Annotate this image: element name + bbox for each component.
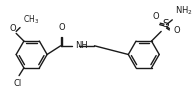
- Text: NH: NH: [75, 41, 88, 50]
- Text: O: O: [152, 12, 159, 21]
- Text: NH$_2$: NH$_2$: [175, 4, 193, 17]
- Text: O: O: [10, 24, 16, 33]
- Text: Cl: Cl: [13, 80, 21, 88]
- Text: S: S: [162, 19, 169, 29]
- Text: O: O: [173, 26, 180, 35]
- Text: O: O: [58, 23, 65, 32]
- Text: CH$_3$: CH$_3$: [23, 13, 39, 26]
